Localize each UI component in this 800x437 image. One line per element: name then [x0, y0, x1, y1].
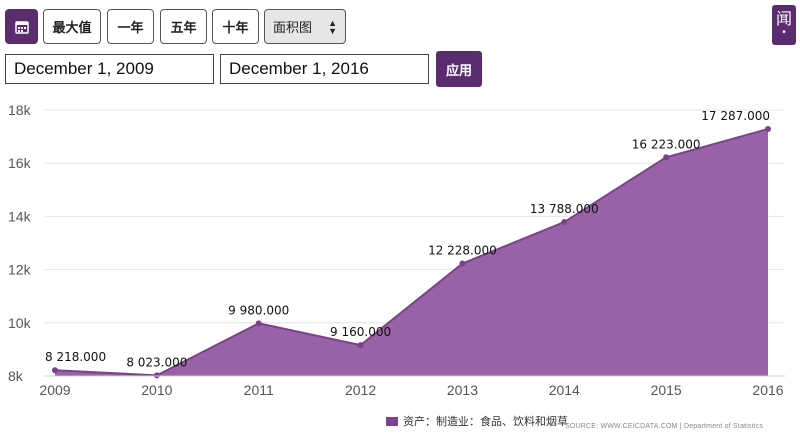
news-button[interactable]: 闻 • — [772, 5, 796, 45]
data-point[interactable] — [255, 320, 262, 327]
area-chart: 8k 10k 12k 14k 16k 18k 2009 2010 2011 2012 2013 201… — [8, 102, 785, 398]
range-max-button[interactable]: 最大值 — [43, 9, 101, 44]
y-tick-label: 16k — [8, 155, 32, 171]
source-note: SOURCE: WWW.CEICDATA.COM | Department of… — [565, 423, 764, 430]
data-point[interactable] — [52, 367, 58, 374]
data-label: 8 218.000 — [45, 350, 106, 364]
end-date-input[interactable]: December 1, 2016 — [220, 54, 429, 84]
y-tick-label: 10k — [8, 315, 32, 331]
data-point[interactable] — [459, 260, 466, 267]
news-label: 闻 — [775, 11, 792, 28]
chart-legend[interactable]: 资产：制造业：食品、饮料和烟草 — [386, 413, 568, 429]
x-tick-label: 2012 — [345, 382, 376, 398]
x-tick-label: 2016 — [752, 382, 783, 398]
apply-button[interactable]: 应用 — [436, 51, 482, 87]
data-point[interactable] — [153, 372, 160, 379]
legend-label: 资产：制造业：食品、饮料和烟草 — [403, 416, 568, 428]
range-5y-button[interactable]: 五年 — [160, 9, 207, 44]
x-tick-label: 2015 — [651, 382, 682, 398]
data-point[interactable] — [357, 342, 364, 349]
x-tick-label: 2010 — [141, 382, 172, 398]
calendar-button[interactable] — [5, 9, 38, 44]
y-tick-label: 14k — [8, 208, 32, 224]
area-fill — [55, 128, 768, 376]
select-arrows-icon: ▲ ▼ — [328, 17, 337, 36]
data-point[interactable] — [663, 154, 670, 161]
data-label: 13 788.000 — [530, 202, 599, 216]
data-point[interactable] — [561, 219, 568, 226]
dot-icon: • — [782, 27, 786, 38]
x-tick-label: 2011 — [244, 382, 274, 398]
data-label: 9 980.000 — [228, 303, 289, 317]
x-tick-label: 2009 — [39, 382, 70, 398]
data-point[interactable] — [765, 125, 771, 132]
y-tick-label: 12k — [8, 262, 32, 278]
series-line — [54, 128, 769, 377]
chart-type-select[interactable]: 面积图 ▲ ▼ — [264, 9, 346, 44]
calendar-icon — [14, 20, 29, 34]
range-1y-button[interactable]: 一年 — [107, 9, 154, 44]
y-tick-label: 18k — [8, 102, 32, 118]
data-label: 16 223.000 — [632, 137, 701, 151]
x-tick-label: 2014 — [549, 382, 580, 398]
chart-type-value: 面积图 — [273, 20, 313, 35]
data-label: 17 287.000 — [701, 109, 770, 123]
data-label: 12 228.000 — [428, 244, 497, 258]
start-date-input[interactable]: December 1, 2009 — [5, 54, 214, 84]
data-label: 8 023.000 — [126, 355, 187, 369]
x-tick-label: 2013 — [447, 382, 478, 398]
range-10y-button[interactable]: 十年 — [212, 9, 259, 44]
legend-swatch — [386, 416, 398, 426]
y-tick-label: 8k — [8, 368, 24, 384]
data-label: 9 160.000 — [330, 325, 391, 339]
